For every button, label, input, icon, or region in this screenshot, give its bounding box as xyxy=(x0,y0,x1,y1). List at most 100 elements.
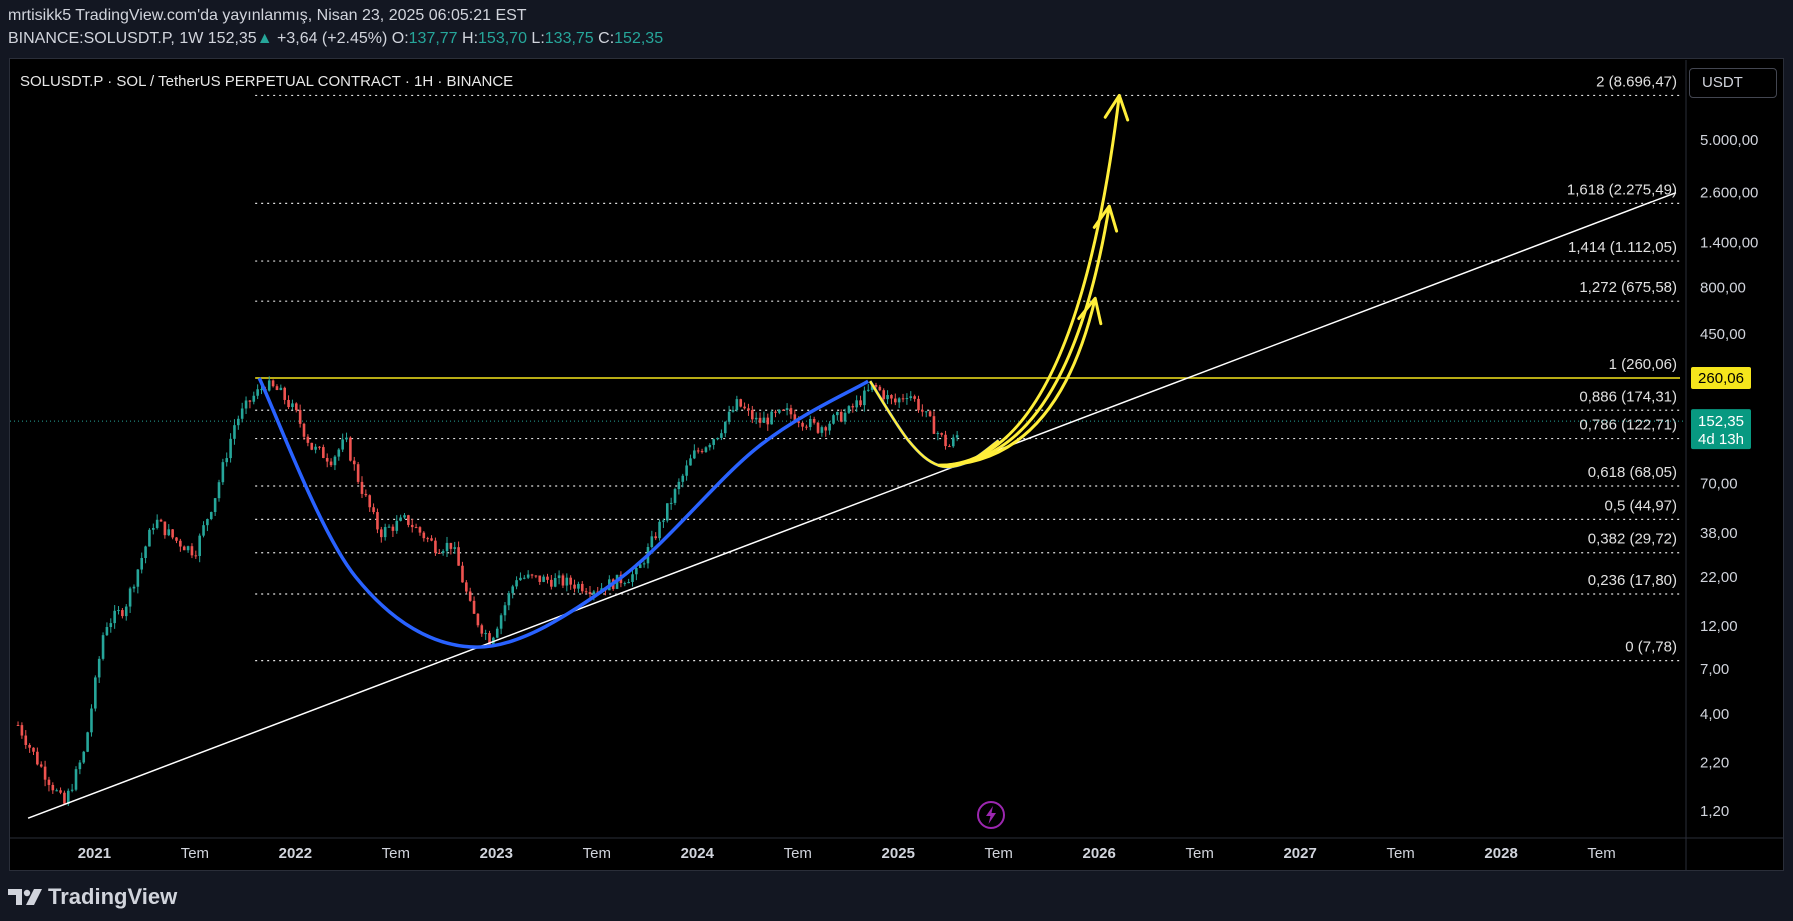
candle-body xyxy=(836,411,839,416)
candle-body xyxy=(256,389,259,396)
candle-body xyxy=(190,546,194,556)
candle-body xyxy=(638,564,642,569)
candle-body xyxy=(855,400,858,408)
candle-body xyxy=(627,581,630,584)
price-tick-label: 450,00 xyxy=(1700,326,1746,343)
price-tick-label: 800,00 xyxy=(1700,280,1746,297)
candle-body xyxy=(635,568,638,575)
lightning-icon[interactable] xyxy=(976,800,1006,830)
candle-body xyxy=(658,521,661,539)
candle-body xyxy=(159,519,163,522)
candle-body xyxy=(820,427,824,433)
candle-body xyxy=(700,451,704,453)
candle-body xyxy=(279,387,283,391)
candle-body xyxy=(812,418,816,423)
symbol-label[interactable]: BINANCE:SOLUSDT.P, 1W xyxy=(8,30,204,47)
candle-body xyxy=(468,591,472,601)
candle-body xyxy=(488,633,491,645)
last-price: 152,35 xyxy=(207,30,257,47)
candle-body xyxy=(51,784,55,791)
time-tick-label: 2022 xyxy=(279,845,312,862)
candle-body xyxy=(758,417,762,423)
candle-body xyxy=(766,417,770,425)
fib-level-label: 0,5 (44,97) xyxy=(1604,497,1677,514)
candle-body xyxy=(924,411,928,413)
candle-body xyxy=(843,412,847,422)
candle-body xyxy=(851,406,855,408)
fib-level-label: 0 (7,78) xyxy=(1625,639,1677,656)
projection-arrow-line xyxy=(938,95,1121,467)
candle-body xyxy=(117,610,120,612)
candle-body xyxy=(124,606,128,617)
candle-body xyxy=(63,792,66,804)
fib-level-label: 1 (260,06) xyxy=(1609,356,1677,373)
price-tick-label: 2.600,00 xyxy=(1700,185,1758,202)
candle-body xyxy=(561,575,565,586)
fib-level-label: 2 (8.696,47) xyxy=(1596,73,1677,90)
candle-body xyxy=(186,546,190,551)
candle-body xyxy=(534,575,538,577)
candle-body xyxy=(217,482,221,499)
candle-body xyxy=(859,400,862,406)
candle-body xyxy=(43,766,47,780)
candle-body xyxy=(337,449,341,457)
candle-body xyxy=(731,410,735,412)
publish-info: mrtisikk5 TradingView.com'da yayınlanmış… xyxy=(8,7,527,24)
price-tick-label: 70,00 xyxy=(1700,476,1738,493)
candle-body xyxy=(298,410,302,424)
candle-body xyxy=(828,423,831,431)
candle-body xyxy=(94,677,97,709)
candle-body xyxy=(839,411,843,422)
candle-body xyxy=(897,398,901,403)
candle-body xyxy=(132,586,136,589)
candle-body xyxy=(260,389,263,391)
time-tick-label: 2027 xyxy=(1283,845,1316,862)
candle-body xyxy=(410,524,414,528)
candle-body xyxy=(128,588,132,607)
candle-body xyxy=(426,538,429,540)
candle-body xyxy=(928,411,932,417)
candle-body xyxy=(774,411,777,413)
candle-body xyxy=(356,464,360,482)
candle-body xyxy=(182,546,186,551)
time-tick-label: Tem xyxy=(1386,845,1414,862)
candle-body xyxy=(66,790,70,804)
candle-body xyxy=(302,423,306,437)
candle-body xyxy=(874,385,878,387)
candle-body xyxy=(913,396,916,399)
candle-body xyxy=(322,447,325,458)
candle-body xyxy=(747,408,750,411)
candle-body xyxy=(778,409,781,413)
candle-body xyxy=(723,421,727,434)
time-tick-label: Tem xyxy=(985,845,1013,862)
candle-body xyxy=(592,591,596,595)
candle-body xyxy=(948,446,951,448)
candle-body xyxy=(314,446,317,450)
currency-unit-button[interactable]: USDT xyxy=(1689,68,1777,98)
price-tick-label: 5.000,00 xyxy=(1700,132,1758,149)
open-value: 137,77 xyxy=(408,30,458,47)
candle-body xyxy=(47,779,51,785)
chart-frame[interactable] xyxy=(9,58,1784,871)
candle-body xyxy=(155,519,159,528)
price-tick-label: 4,00 xyxy=(1700,706,1729,723)
candle-body xyxy=(921,410,924,412)
candle-body xyxy=(109,623,113,628)
candle-body xyxy=(90,708,93,733)
up-triangle-icon: ▲ xyxy=(256,30,273,47)
candle-body xyxy=(577,583,580,589)
candle-body xyxy=(515,580,518,587)
price-tick-label: 1.400,00 xyxy=(1700,234,1758,251)
candle-body xyxy=(665,503,669,521)
tradingview-logo[interactable]: TradingView xyxy=(8,884,177,910)
candle-body xyxy=(167,529,171,536)
candle-body xyxy=(422,532,426,539)
candle-body xyxy=(716,437,719,440)
candle-body xyxy=(588,592,592,595)
candle-body xyxy=(179,540,182,547)
candle-body xyxy=(345,437,348,440)
candle-body xyxy=(484,633,487,635)
time-tick-label: Tem xyxy=(181,845,209,862)
candle-body xyxy=(693,450,696,459)
